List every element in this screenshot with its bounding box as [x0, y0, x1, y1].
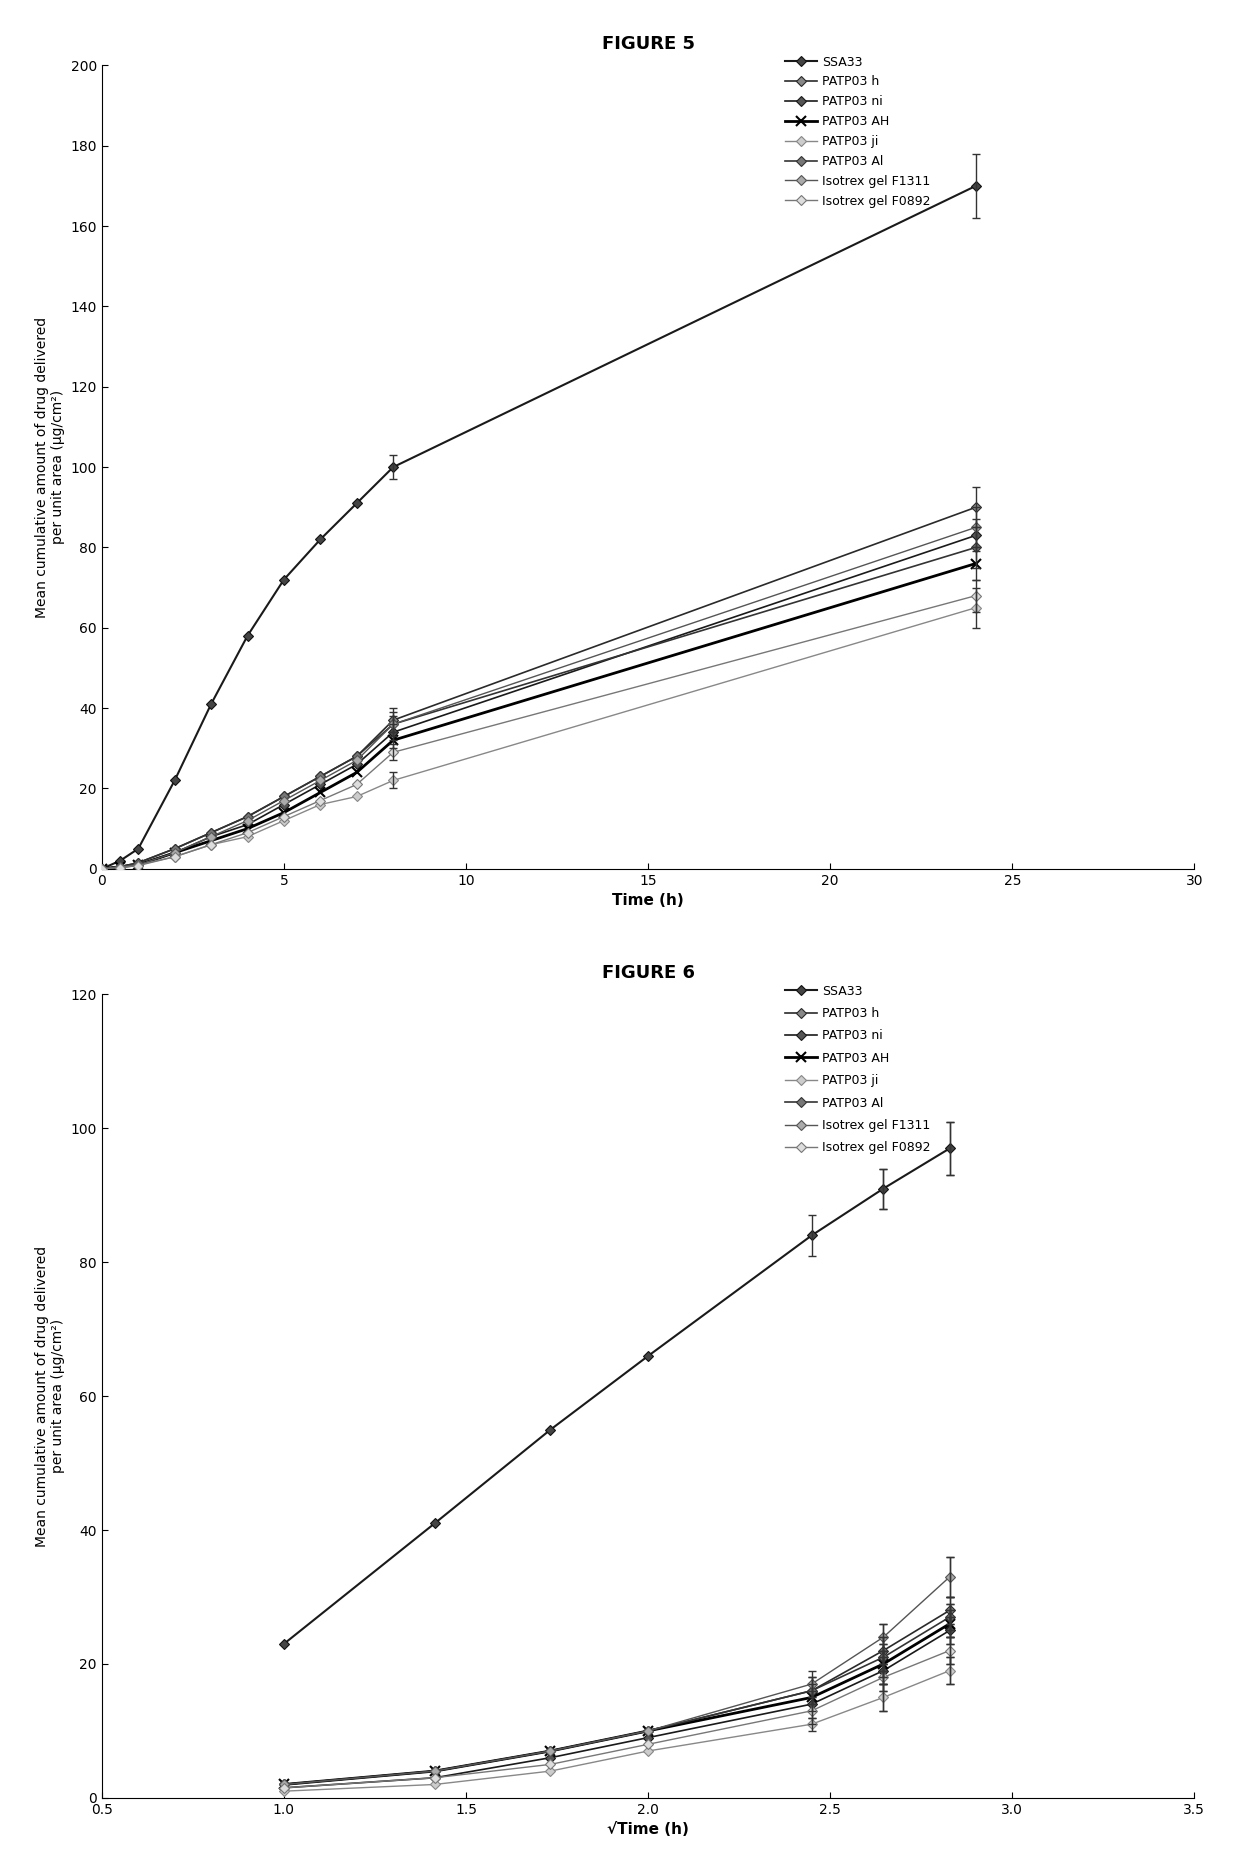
Legend: SSA33, PATP03 h, PATP03 ni, PATP03 AH, PATP03 ji, PATP03 Al, Isotrex gel F1311, : SSA33, PATP03 h, PATP03 ni, PATP03 AH, P… [785, 56, 930, 208]
X-axis label: √Time (h): √Time (h) [608, 1821, 689, 1836]
Y-axis label: Mean cumulative amount of drug delivered
per unit area (μg/cm²): Mean cumulative amount of drug delivered… [35, 1245, 64, 1546]
Title: FIGURE 6: FIGURE 6 [601, 964, 694, 981]
X-axis label: Time (h): Time (h) [613, 893, 684, 908]
Y-axis label: Mean cumulative amount of drug delivered
per unit area (μg/cm²): Mean cumulative amount of drug delivered… [35, 316, 64, 618]
Legend: SSA33, PATP03 h, PATP03 ni, PATP03 AH, PATP03 ji, PATP03 Al, Isotrex gel F1311, : SSA33, PATP03 h, PATP03 ni, PATP03 AH, P… [785, 985, 930, 1155]
Title: FIGURE 5: FIGURE 5 [601, 36, 694, 52]
